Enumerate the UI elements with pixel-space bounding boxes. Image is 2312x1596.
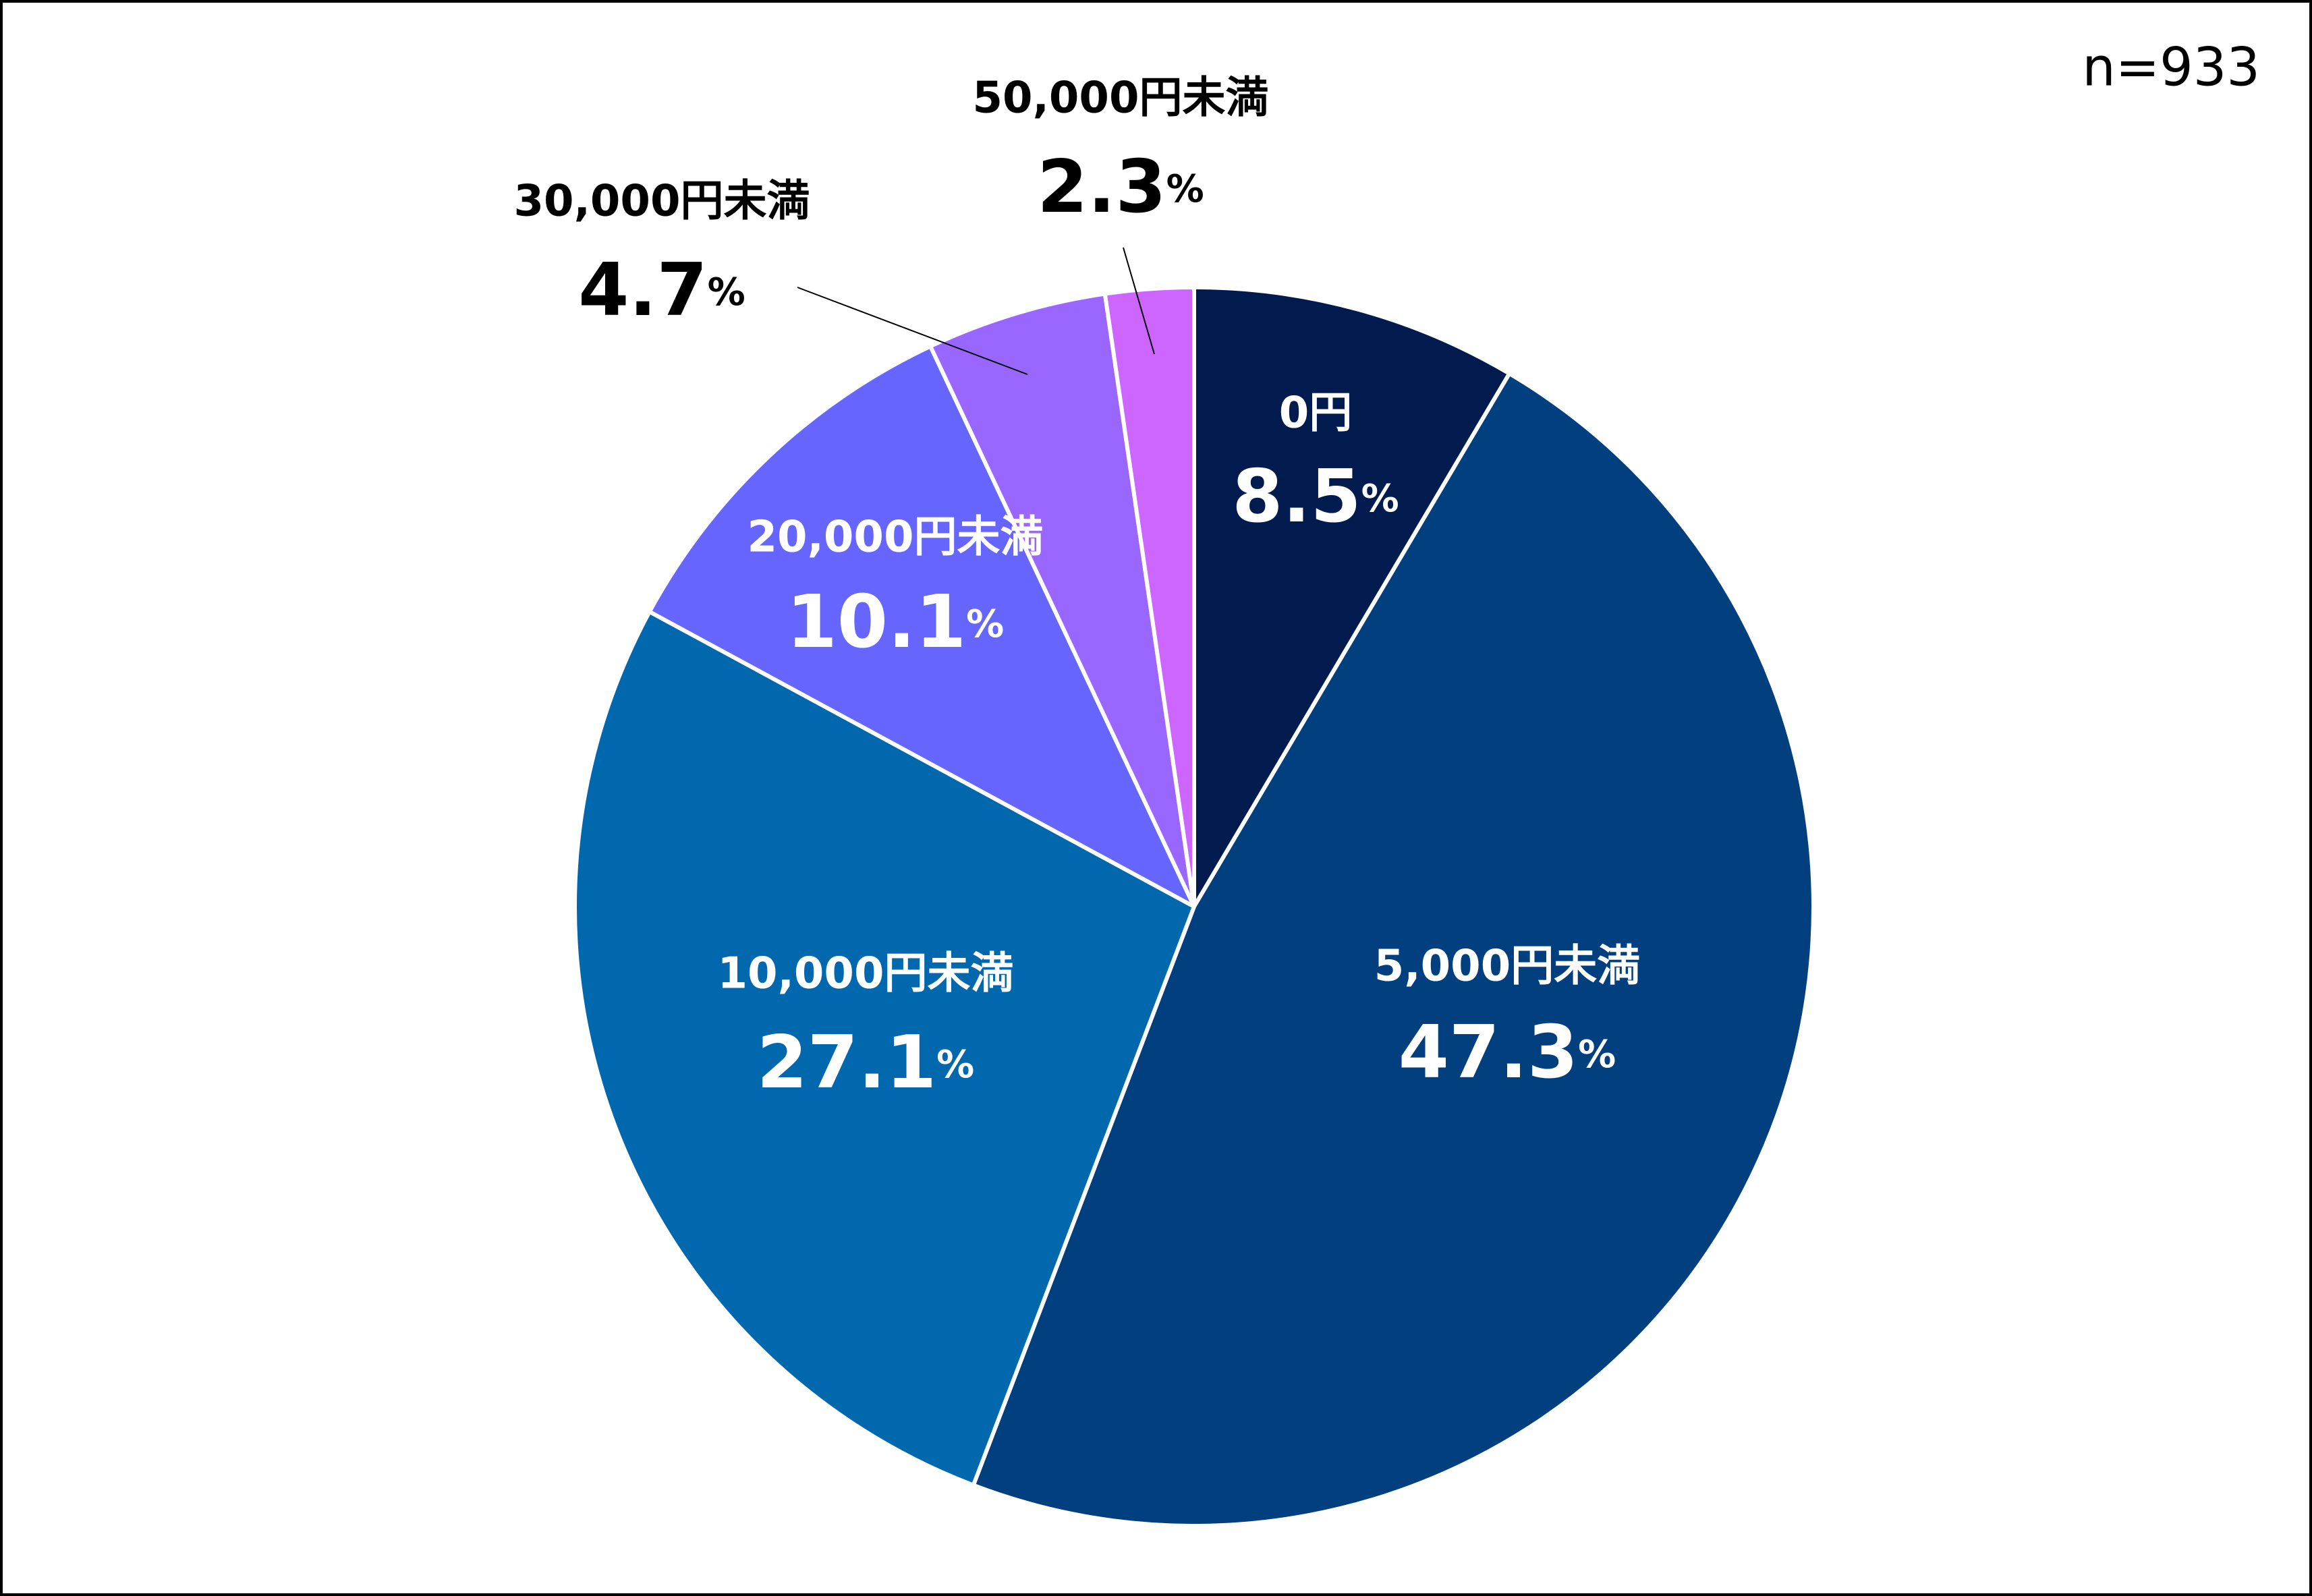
category-label: 30,000円未満 xyxy=(514,177,810,227)
value-label: 27.1% xyxy=(757,1021,975,1105)
value-unit: % xyxy=(1361,477,1399,521)
pie-slice xyxy=(647,344,1196,909)
value-number: 2.3 xyxy=(1037,145,1166,229)
value-label: 2.3% xyxy=(1037,145,1204,229)
pie-slice xyxy=(573,609,1196,1487)
value-number: 10.1 xyxy=(787,580,966,664)
value-label: 8.5% xyxy=(1232,455,1399,539)
value-number: 47.3 xyxy=(1399,1010,1578,1095)
value-unit: % xyxy=(1166,167,1204,211)
category-label: 0円 xyxy=(1279,389,1353,438)
value-number: 4.7 xyxy=(578,248,707,333)
pie-slice xyxy=(928,291,1196,909)
category-label: 5,000円未満 xyxy=(1374,942,1640,992)
value-unit: % xyxy=(966,602,1004,646)
category-label: 20,000円未満 xyxy=(748,513,1044,563)
value-label: 10.1% xyxy=(787,580,1005,664)
value-unit: % xyxy=(708,270,745,314)
pie-slice xyxy=(1192,285,1512,909)
leader-line xyxy=(797,287,1028,375)
pie-slice xyxy=(971,371,1815,1528)
value-unit: % xyxy=(936,1043,974,1087)
value-label: 4.7% xyxy=(578,248,745,333)
value-number: 27.1 xyxy=(757,1021,936,1105)
category-label: 50,000円未満 xyxy=(973,74,1269,123)
pie-slice xyxy=(1102,285,1196,909)
value-unit: % xyxy=(1578,1033,1616,1077)
value-label: 47.3% xyxy=(1399,1010,1616,1095)
sample-size: n=933 xyxy=(2082,37,2260,98)
category-label: 10,000円未満 xyxy=(718,949,1014,999)
leader-line xyxy=(1123,247,1155,355)
value-number: 8.5 xyxy=(1232,455,1361,539)
